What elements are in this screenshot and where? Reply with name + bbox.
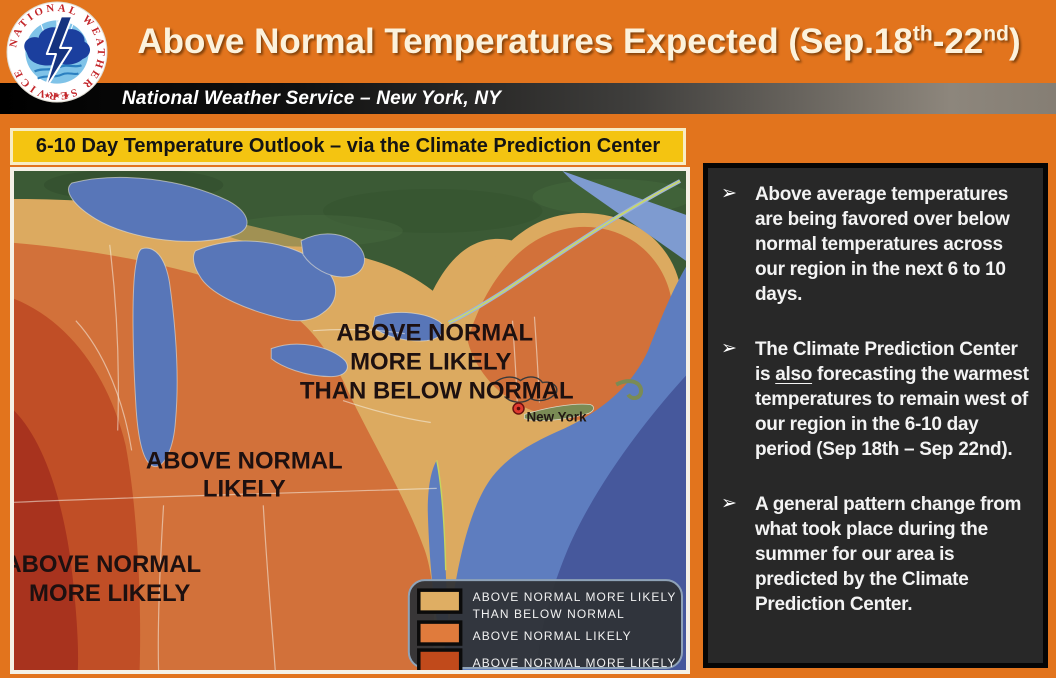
map-legend: ABOVE NORMAL MORE LIKELY THAN BELOW NORM… [407,579,684,670]
cape-cod [615,379,644,401]
arrow-bullet-icon: ➢ [721,337,737,359]
office-subtitle: National Weather Service – New York, NY [122,88,502,109]
bullet-text-3: A general pattern change from what took … [755,494,1022,615]
page-title: Above Normal Temperatures Expected (Sep.… [137,22,1020,62]
canada-landmass [14,171,686,406]
lake-michigan [132,247,178,467]
arrow-bullet-icon: ➢ [721,492,737,514]
forest-texture [223,214,403,247]
long-island [524,403,595,421]
forest-texture [323,188,543,233]
region-above-normal-highest [14,410,79,670]
title-suffix: ) [1008,21,1021,61]
lake-huron [192,240,337,322]
bullet-item: ➢ The Climate Prediction Center is also … [718,337,1033,462]
nws-logo-graphic: NATIONAL WEATHER SERVICE ★ ★ ★ [6,1,108,103]
legend-label-more-likely: ABOVE NORMAL MORE LIKELY [473,656,677,670]
title-prefix: Above Normal Temperatures Expected (Sep.… [137,21,913,61]
header-banner: Above Normal Temperatures Expected (Sep.… [108,0,1050,83]
legend-swatch-more-likely [417,648,463,670]
forecast-summary-panel: ➢ Above average temperatures are being f… [703,163,1048,668]
label-central-2: LIKELY [203,475,286,502]
bay-shoreline [436,460,447,571]
arrow-bullet-icon: ➢ [721,182,737,204]
city-label: New York [526,409,587,424]
bullet-2-pre: The Climate Prediction Center is [755,339,1018,385]
georgian-bay [300,233,365,278]
logo-stars: ★ ★ ★ [44,91,70,100]
label-west-1: ABOVE NORMAL [14,551,201,578]
bullet-text-2: The Climate Prediction Center is also fo… [755,337,1033,462]
lake-superior [68,176,248,242]
lightning-bolt-icon [43,15,74,91]
temperature-outlook-map: New York ABOVE NORMAL MORE LIKELY THAN B… [10,167,690,674]
title-ordinal-nd: nd [983,21,1009,45]
label-northeast-2: MORE LIKELY [350,349,511,376]
bullet-item: ➢ Above average temperatures are being f… [718,182,1033,307]
legend-swatch-likely [417,620,463,646]
st-lawrence-banks [448,180,681,324]
nyc-metro-outline [492,376,558,403]
title-ordinal-th: th [912,21,933,45]
subtitle-bar: National Weather Service – New York, NY [0,83,1056,114]
new-york-pin-center [516,406,521,411]
legend-label-slight-line2: THAN BELOW NORMAL [473,607,625,621]
lake-ontario [372,311,444,342]
section-bar: 6-10 Day Temperature Outlook – via the C… [10,128,686,165]
legend-label-likely: ABOVE NORMAL LIKELY [473,629,632,643]
legend-swatch-slight [417,588,463,614]
bullet-item: ➢ A general pattern change from what too… [718,492,1033,617]
legend-box [407,579,684,670]
bullet-text-1: Above average temperatures are being fav… [755,184,1010,305]
legend-label-slight-line1: ABOVE NORMAL MORE LIKELY [473,590,677,604]
great-lakes [68,176,444,467]
lake-erie [270,343,348,378]
bullet-2-underlined: also [775,364,813,385]
label-central-1: ABOVE NORMAL [146,447,343,474]
section-bar-label: 6-10 Day Temperature Outlook – via the C… [35,135,661,157]
label-northeast-3: THAN BELOW NORMAL [300,378,574,405]
title-mid: -22 [932,21,984,61]
label-northeast-1: ABOVE NORMAL [336,320,533,347]
gulf-st-lawrence [562,171,686,261]
outlook-map-graphic: New York ABOVE NORMAL MORE LIKELY THAN B… [14,171,686,670]
new-england-above-normal-likely [467,226,673,420]
state-boundaries [14,244,541,670]
nws-logo: NATIONAL WEATHER SERVICE ★ ★ ★ [6,1,108,107]
label-west-2: MORE LIKELY [29,580,190,607]
bullet-2-post: forecasting the warmest temperatures to … [755,364,1029,460]
